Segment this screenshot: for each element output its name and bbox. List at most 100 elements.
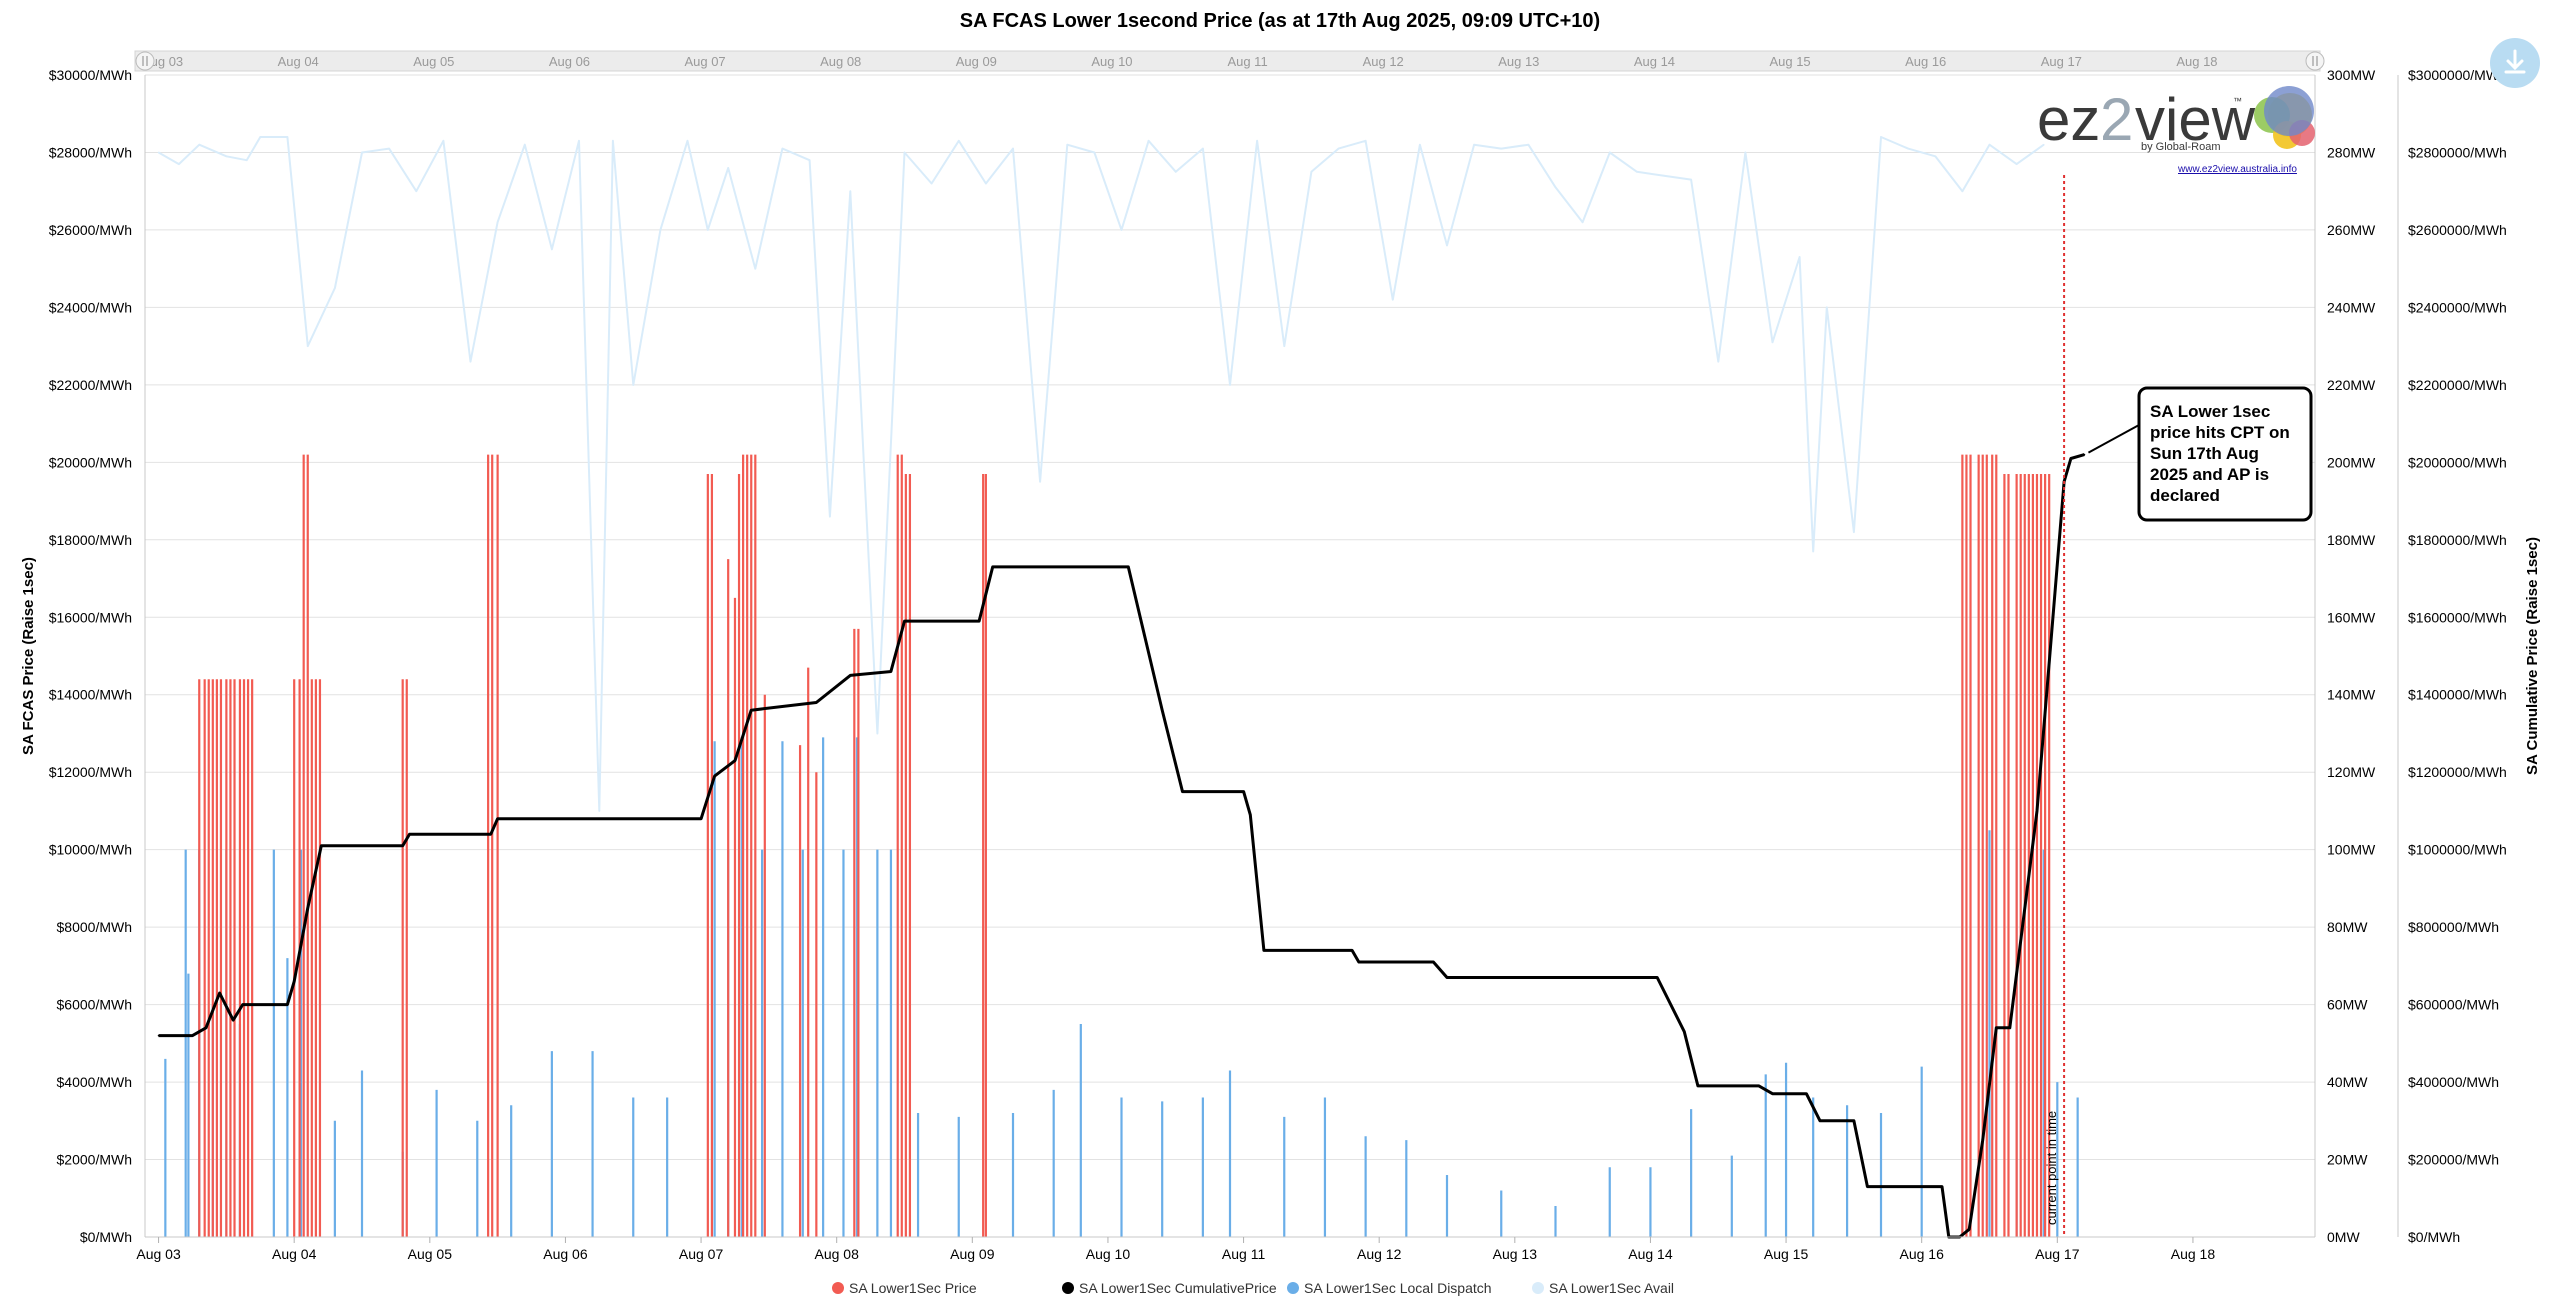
cumulative-price-point — [1358, 961, 1360, 963]
navigator-tick-label: Aug 05 — [413, 54, 454, 69]
right-axis-tick-label: $200000/MWh — [2408, 1152, 2499, 1168]
callout-box — [2137, 386, 2313, 522]
avail-point — [957, 140, 960, 142]
navigator-tick-label: Aug 18 — [2176, 54, 2217, 69]
navigator-right-handle[interactable] — [2305, 51, 2325, 71]
mw-axis-tick-label: 60MW — [2327, 997, 2368, 1013]
avail-point — [1880, 136, 1882, 138]
avail-point — [1202, 147, 1204, 150]
cumulative-price-point — [978, 620, 980, 622]
avail-point — [1825, 306, 1828, 309]
avail-point — [686, 140, 689, 142]
avail-point — [1663, 174, 1665, 177]
left-axis-tick-label: $18000/MWh — [49, 532, 132, 548]
cumulative-price-point — [849, 674, 852, 677]
left-axis-tick-label: $26000/MWh — [49, 222, 132, 238]
avail-point — [1744, 151, 1747, 154]
logo-2: 2 — [2100, 86, 2133, 153]
cumulative-price-point — [408, 833, 411, 835]
avail-point — [1500, 147, 1503, 150]
avail-point — [1012, 147, 1014, 150]
cumulative-price-point — [1263, 949, 1265, 952]
cumulative-price-point — [306, 906, 309, 909]
avail-line — [158, 136, 2045, 812]
cumulative-price-point — [1161, 709, 1163, 712]
cumulative-price-point — [191, 1034, 194, 1037]
right-axis-tick-label: $2800000/MWh — [2408, 144, 2507, 160]
download-button[interactable] — [2490, 38, 2540, 88]
cumulative-price-point — [713, 775, 716, 777]
cumulative-price-point — [1127, 566, 1130, 568]
avail-point — [245, 159, 248, 162]
cumulative-price-point — [401, 844, 404, 847]
mw-axis-tick-label: 0MW — [2327, 1229, 2360, 1245]
navigator-tick-labels: Aug 03 Aug 04 Aug 05 Aug 06 Aug 07 Aug 08 Aug … — [142, 54, 2218, 69]
download-icon — [2504, 49, 2526, 74]
avail-point — [1690, 178, 1692, 181]
navigator[interactable]: Aug 03 Aug 04 Aug 05 Aug 06 Aug 07 Aug 08 Aug … — [134, 50, 2325, 72]
mw-axis-tick-label: 240MW — [2327, 299, 2376, 315]
cumulative-price-point — [1866, 1185, 1869, 1188]
mw-axis-tick-label: 140MW — [2327, 687, 2376, 703]
avail-point — [1147, 140, 1150, 142]
cumulative-price-point — [241, 1003, 244, 1006]
callout-text-line: price hits CPT on — [2150, 423, 2290, 442]
navigator-track[interactable] — [135, 51, 2320, 71]
mw-axis-tick-label: 100MW — [2327, 842, 2376, 858]
right-axis-tick-label: $800000/MWh — [2408, 919, 2499, 935]
mw-axis-tick-label: 160MW — [2327, 609, 2376, 625]
left-axis-tick-label: $10000/MWh — [49, 842, 132, 858]
navigator-tick-label: Aug 14 — [1634, 54, 1675, 69]
cumulative-price-point — [490, 833, 492, 835]
right-axis-tick-label: $1400000/MWh — [2408, 687, 2507, 703]
cumulative-price-point — [903, 620, 906, 622]
avail-point — [1717, 360, 1720, 363]
navigator-tick-label: Aug 07 — [684, 54, 725, 69]
x-axis-tick-label: Aug 15 — [1764, 1246, 1809, 1262]
navigator-tick-label: Aug 11 — [1227, 54, 1267, 69]
avail-point — [1446, 244, 1448, 247]
avail-point — [876, 732, 879, 735]
avail-point — [1283, 345, 1286, 347]
avail-point — [1391, 298, 1394, 301]
cumulative-price-point — [1181, 790, 1184, 793]
avail-point — [523, 143, 526, 146]
legend-marker — [832, 1282, 844, 1294]
cumulative-price-point — [1683, 1030, 1686, 1033]
x-axis-tick-label: Aug 18 — [2171, 1246, 2216, 1262]
callout-text-line: 2025 and AP is — [2150, 465, 2269, 484]
legend-marker — [1532, 1282, 1544, 1294]
left-axis-tick-label: $16000/MWh — [49, 609, 132, 625]
cumulative-price-point — [750, 709, 753, 712]
x-axis-tick-label: Aug 12 — [1357, 1246, 1402, 1262]
cumulative-price-point — [734, 759, 736, 762]
logo-url[interactable]: www.ez2view.australia.info — [2177, 164, 2297, 175]
cumulative-price-point — [218, 992, 221, 994]
cumulative-price-point — [157, 1034, 160, 1037]
avail-point — [415, 190, 418, 192]
avail-point — [1229, 384, 1231, 386]
avail-point — [388, 147, 390, 150]
cumulative-price-point — [205, 1027, 207, 1029]
avail-point — [632, 384, 635, 386]
logo-tm: ™ — [2233, 96, 2242, 106]
avail-point — [1853, 531, 1855, 533]
avail-point — [1934, 155, 1937, 158]
x-axis-tick-label: Aug 04 — [272, 1246, 317, 1262]
mw-axis-tick-label: 220MW — [2327, 377, 2376, 393]
right-axis-tick-label: $0/MWh — [2408, 1229, 2460, 1245]
cumulative-price-point — [1242, 790, 1245, 793]
avail-point — [781, 147, 784, 150]
x-axis-tick-label: Aug 11 — [1222, 1246, 1266, 1262]
left-axis-tick-labels: $0/MWh $2000/MWh $4000/MWh $6000/MWh $8000/M… — [49, 67, 132, 1245]
avail-point — [1907, 147, 1909, 150]
x-axis-tick-label: Aug 16 — [1900, 1246, 1945, 1262]
left-axis-tick-label: $8000/MWh — [57, 919, 132, 935]
avail-point — [1527, 143, 1530, 146]
navigator-tick-label: Aug 12 — [1363, 54, 1404, 69]
avail-point — [496, 221, 499, 223]
callout-text-line: declared — [2150, 486, 2220, 505]
right-axis-tick-label: $2400000/MWh — [2408, 299, 2507, 315]
navigator-left-handle[interactable] — [135, 51, 155, 71]
avail-point — [1174, 171, 1177, 173]
